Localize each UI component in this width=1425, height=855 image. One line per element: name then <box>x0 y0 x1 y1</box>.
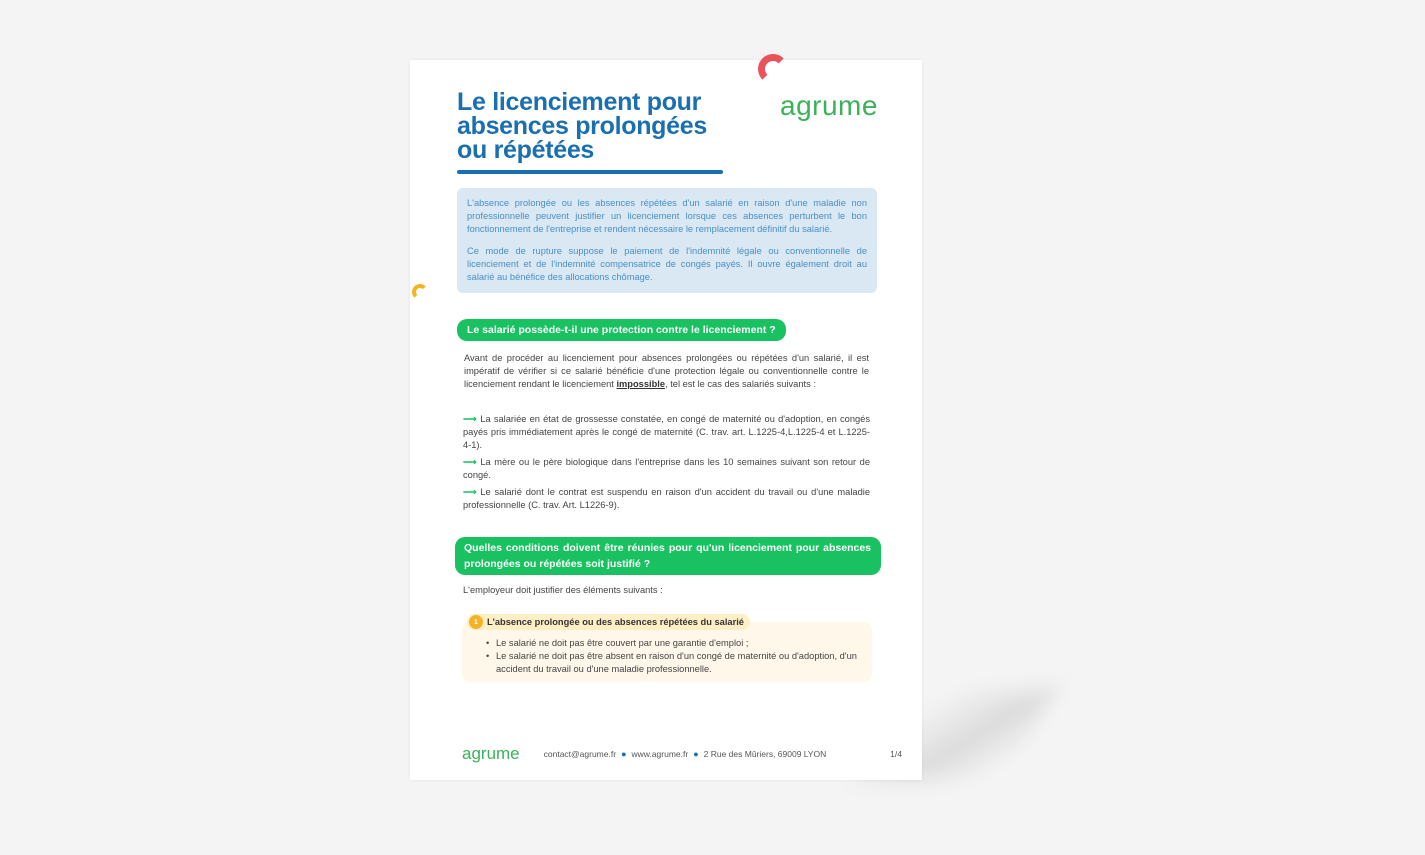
agrume-logo: agrume <box>780 90 878 121</box>
body-text: Avant de procéder au licenciement pour a… <box>464 353 869 389</box>
emphasis-text: impossible <box>616 379 666 389</box>
condition-title: 1 L'absence prolongée ou des absences rép… <box>467 614 750 630</box>
list-item-text: La mère ou le père biologique dans l'ent… <box>463 457 870 480</box>
condition-bullets: Le salarié ne doit pas être couvert par … <box>486 637 866 676</box>
intro-paragraph: L'absence prolongée ou les absences répé… <box>467 198 867 234</box>
intro-box: L'absence prolongée ou les absences répé… <box>457 188 877 293</box>
footer-logo: agrume <box>462 744 520 763</box>
body-text: , tel est le cas des salariés suivants : <box>665 379 816 389</box>
section-intro: L'employeur doit justifier des éléments … <box>463 585 663 595</box>
title-line-2: absences prolongées <box>457 112 707 140</box>
arrow-right-icon: ⟶ <box>463 457 477 467</box>
protected-list: ⟶ La salariée en état de grossesse consta… <box>463 413 870 516</box>
arrow-right-icon: ⟶ <box>463 414 477 424</box>
title-line-3: ou répétées <box>457 136 595 164</box>
footer-address: 2 Rue des Mûriers, 69009 LYON <box>703 749 827 759</box>
title-line-1: Le licenciement pour <box>457 88 702 116</box>
page-title: Le licenciement pour absences prolongées… <box>457 88 707 164</box>
number-badge: 1 <box>469 615 483 629</box>
arrow-right-icon: ⟶ <box>463 487 477 497</box>
bullet-item: Le salarié ne doit pas être absent en ra… <box>486 650 866 676</box>
section-heading: Quelles conditions doivent être réunies … <box>455 537 881 575</box>
document-page: Le licenciement pour absences prolongées… <box>410 54 922 780</box>
list-item-text: La salariée en état de grossesse constat… <box>463 414 870 450</box>
title-underline <box>457 170 723 174</box>
list-item: ⟶ La salariée en état de grossesse consta… <box>463 413 870 452</box>
condition-title-text: L'absence prolongée ou des absences répé… <box>487 617 744 627</box>
footer-website: www.agrume.fr <box>631 749 689 759</box>
list-item-text: Le salarié dont le contrat est suspendu … <box>463 487 870 510</box>
section-body: Avant de procéder au licenciement pour a… <box>464 352 869 391</box>
list-item: ⟶ Le salarié dont le contrat est suspendu… <box>463 486 870 512</box>
section-heading: Le salarié possède-t-il une protection c… <box>457 319 786 341</box>
page-footer: agrume contact@agrume.fr ● www.agrume.fr ●… <box>462 744 902 764</box>
footer-email: contact@agrume.fr <box>543 749 617 759</box>
decorative-arc-yellow <box>412 284 428 300</box>
decorative-arc-red <box>758 54 788 84</box>
dot-separator: ● <box>621 749 627 759</box>
dot-separator: ● <box>693 749 699 759</box>
page-number: 1/4 <box>890 749 902 759</box>
intro-paragraph: Ce mode de rupture suppose le paiement d… <box>467 246 867 282</box>
bullet-item: Le salarié ne doit pas être couvert par … <box>486 637 866 650</box>
list-item: ⟶ La mère ou le père biologique dans l'en… <box>463 456 870 482</box>
